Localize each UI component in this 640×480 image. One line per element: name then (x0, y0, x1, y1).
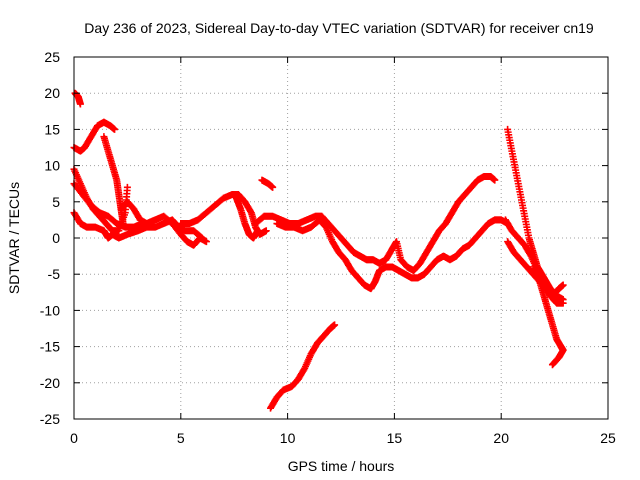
data-point (549, 360, 557, 368)
series-trace-g (117, 198, 210, 249)
tick-labels: 0 5 10 15 20 25 -25 -20 -15 -10 -5 0 5 10 15 20 25 (40, 49, 616, 446)
data-point (246, 207, 254, 215)
x-tick-label: 10 (280, 430, 296, 446)
data-point (269, 183, 277, 191)
data-point (491, 176, 499, 184)
data-point (548, 361, 556, 369)
data-point (331, 321, 339, 329)
data-point (202, 238, 210, 246)
series-trace-b (70, 118, 119, 155)
y-tick-label: 25 (44, 49, 60, 65)
series-trace-l (273, 216, 512, 293)
series-trace-k (252, 172, 499, 275)
x-axis-title: GPS time / hours (288, 458, 395, 474)
y-tick-label: 10 (44, 158, 60, 174)
data-point (111, 125, 119, 133)
data-point (76, 100, 84, 108)
x-tick-label: 5 (177, 430, 185, 446)
series-trace-j (258, 176, 277, 191)
data-point (262, 227, 270, 235)
y-tick-label: 0 (52, 230, 60, 246)
grid-lines (74, 57, 608, 419)
data-point (123, 183, 131, 191)
y-tick-label: -5 (48, 266, 61, 282)
series-trace-f (70, 209, 206, 242)
y-axis-title: SDTVAR / TECUs (6, 182, 22, 294)
series-trace-a (71, 89, 84, 108)
y-tick-label: 20 (44, 85, 60, 101)
x-tick-label: 0 (70, 430, 78, 446)
series-trace-i (232, 194, 262, 242)
x-tick-label: 20 (493, 430, 509, 446)
x-tick-label: 15 (387, 430, 403, 446)
y-tick-label: -20 (40, 375, 60, 391)
series-trace-m (267, 321, 339, 412)
x-tick-label: 25 (600, 430, 616, 446)
y-tick-label: -15 (40, 339, 60, 355)
data-point (559, 281, 567, 289)
y-tick-label: 15 (44, 121, 60, 137)
series-trace-q (529, 263, 567, 369)
axis-ticks (73, 56, 609, 420)
y-tick-label: -10 (40, 302, 60, 318)
y-tick-label: 5 (52, 194, 60, 210)
data-point (254, 227, 262, 235)
chart-title: Day 236 of 2023, Sidereal Day-to-day VTE… (84, 20, 594, 36)
data-point (559, 299, 567, 307)
y-tick-label: -25 (40, 411, 60, 427)
data-layer (70, 89, 567, 412)
